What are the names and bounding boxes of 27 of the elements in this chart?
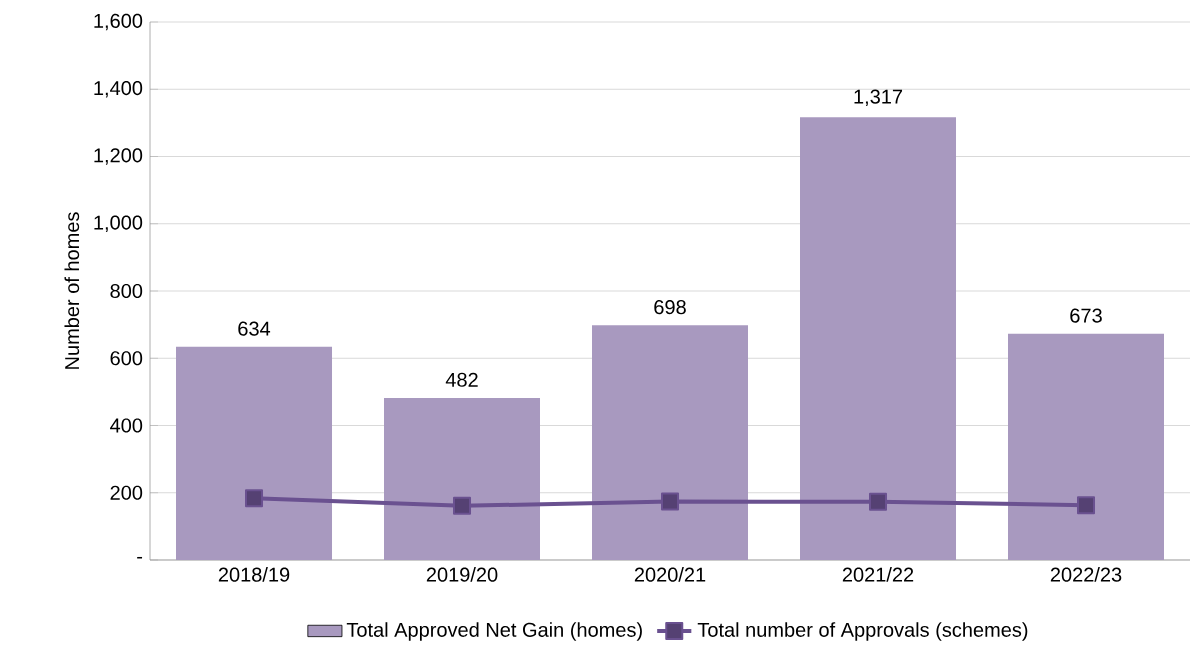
data-label: 1,317 — [854, 89, 903, 107]
data-label: 673 — [1070, 308, 1102, 323]
y-tick-label: 800 — [110, 283, 143, 299]
x-tick-label: 2019/20 — [426, 567, 498, 582]
bar — [1008, 333, 1164, 560]
y-tick-label: 1,200 — [94, 148, 143, 165]
bar — [384, 397, 541, 560]
y-tick-label: 1,000 — [94, 215, 143, 233]
data-label: 482 — [445, 372, 478, 387]
x-tick-label: 2022/23 — [1050, 567, 1122, 582]
y-axis-title: Number of homes — [64, 212, 80, 369]
legend-label: Total number of Approvals (schemes) — [697, 622, 1028, 641]
y-tick-label: 400 — [110, 418, 143, 433]
y-tick-label: 200 — [110, 485, 143, 500]
bar — [800, 117, 957, 560]
bar — [592, 325, 749, 560]
x-tick-label: 2018/19 — [218, 567, 290, 582]
x-tick-label: 2021/22 — [842, 567, 914, 582]
y-tick-label: 1,400 — [94, 81, 143, 98]
y-tick-label: 1,600 — [94, 13, 143, 31]
legend-label: Total Approved Net Gain (homes) — [346, 622, 642, 641]
y-tick-label: - — [137, 556, 143, 559]
y-tick-label: 600 — [110, 351, 143, 366]
x-tick-label: 2020/21 — [634, 567, 706, 582]
data-label: 698 — [654, 300, 686, 315]
data-label: 634 — [238, 321, 271, 336]
bar — [176, 346, 333, 560]
